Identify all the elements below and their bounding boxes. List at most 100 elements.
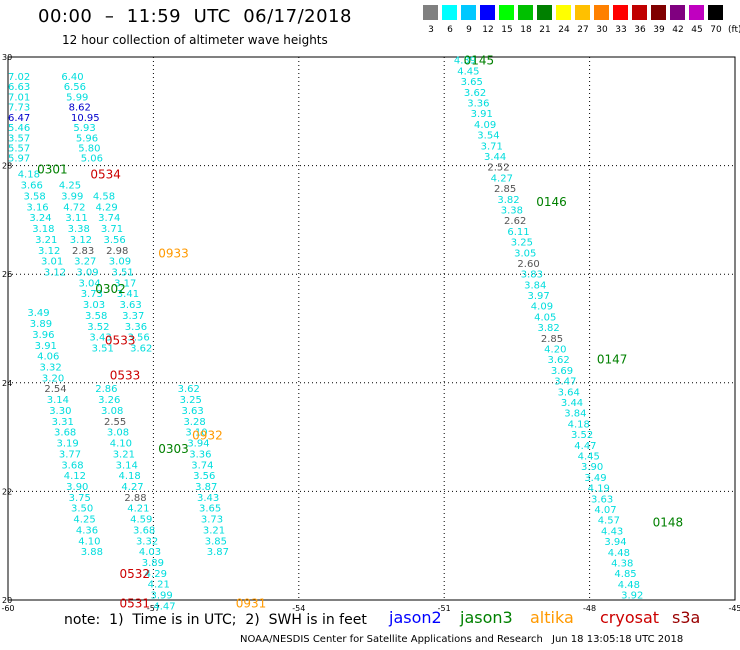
wave-height-value: 5.06 [81,154,103,165]
legend-swatch [708,5,723,20]
wave-height-value: 3.14 [116,460,138,471]
wave-height-value: 7.73 [8,103,30,114]
wave-height-value: 3.43 [197,493,219,504]
wave-height-value: 3.58 [24,191,46,202]
wave-height-value: 4.12 [64,471,86,482]
wave-height-value: 3.09 [76,267,98,278]
wave-height-value: 4.72 [63,202,85,213]
wave-height-value: 3.63 [119,300,141,311]
wave-height-value: 4.10 [110,439,132,450]
wave-height-value: 4.25 [73,515,95,526]
pass-time-label: 0534 [90,168,121,182]
wave-height-value: 3.36 [125,322,147,333]
legend-label: 70 [710,25,722,35]
wave-height-value: 5.57 [8,143,30,154]
wave-height-value: 4.29 [145,569,167,580]
wave-height-value: 3.03 [83,300,105,311]
sat-label-jason2: jason2 [389,608,442,627]
wave-height-value: 3.62 [178,384,200,395]
wave-height-value: 3.77 [59,449,81,460]
pass-time-label: 0533 [105,333,136,347]
wave-height-value: 3.54 [477,131,499,142]
wave-height-value: 3.63 [591,494,613,505]
x-tick-label: -45 [728,604,740,613]
wave-height-value: 8.62 [69,103,91,114]
wave-height-value: 3.73 [81,289,103,300]
wave-height-value: 3.11 [65,213,87,224]
wave-height-value: 4.48 [618,580,640,591]
legend-swatch [575,5,590,20]
wave-height-value: 3.66 [21,181,43,192]
wave-height-value: 3.18 [32,224,54,235]
wave-height-value: 5.93 [73,123,95,134]
wave-height-value: 4.10 [78,536,100,547]
legend-label: 45 [691,25,703,35]
legend-swatch [518,5,533,20]
wave-height-value: 3.96 [32,330,54,341]
wave-height-value: 3.68 [61,460,83,471]
legend-label: 3 [428,25,434,35]
wave-height-value: 3.12 [70,235,92,246]
wave-height-value: 3.84 [564,409,586,420]
wave-height-value: 3.26 [98,395,120,406]
wave-height-value: 3.82 [497,195,519,206]
wave-height-value: 3.58 [85,311,107,322]
sat-label-altika: altika [530,608,574,627]
wave-height-value: 3.85 [205,536,227,547]
wave-height-value: 3.36 [467,99,489,110]
wave-height-value: 3.74 [191,460,213,471]
wave-height-value: 3.56 [127,333,149,344]
wave-height-value: 3.08 [101,406,123,417]
wave-height-value: 3.57 [8,133,30,144]
footnote: note: 1) Time is in UTC; 2) SWH is in fe… [64,612,367,628]
wave-height-value: 3.36 [189,449,211,460]
wave-height-value: 3.43 [89,333,111,344]
legend-label: 12 [482,25,494,35]
legend-swatch [613,5,628,20]
wave-height-value: 3.38 [68,224,90,235]
wave-height-value: 2.85 [541,334,563,345]
x-tick-label: -57 [147,604,160,613]
wave-height-value: 3.25 [511,238,533,249]
wave-height-value: 2.98 [106,246,128,257]
sat-label-jason3: jason3 [460,608,513,627]
legend-label: 24 [558,25,570,35]
wave-height-value: 3.32 [136,536,158,547]
wave-height-value: 3.31 [52,417,74,428]
pass-time-label: 0145 [464,54,495,68]
wave-height-value: 3.97 [527,291,549,302]
wave-height-value: 3.62 [464,88,486,99]
legend-label: 21 [539,25,551,35]
wave-height-value: 5.46 [8,123,30,134]
wave-height-value: 3.47 [554,377,576,388]
wave-height-value: 3.82 [537,323,559,334]
wave-height-value: 4.09 [474,120,496,131]
wave-height-value: 2.55 [104,417,126,428]
wave-height-value: 2.54 [44,384,66,395]
wave-height-value: 3.88 [81,547,103,558]
wave-height-value: 3.87 [207,547,229,558]
wave-height-value: 3.68 [133,525,155,536]
wave-height-value: 3.17 [114,278,136,289]
wave-height-value: 4.85 [614,569,636,580]
wave-height-value: 4.38 [611,558,633,569]
wave-height-value: 4.19 [588,484,610,495]
pass-time-label: 0303 [158,442,189,456]
wave-height-value: 3.19 [56,439,78,450]
wave-height-value: 3.63 [182,406,204,417]
legend-swatch [670,5,685,20]
wave-height-value: 4.18 [18,170,40,181]
legend-label: 18 [520,25,532,35]
wave-height-value: 3.37 [122,311,144,322]
wave-height-value: 4.18 [568,419,590,430]
legend-label: 36 [634,25,646,35]
wave-height-value: 4.07 [594,505,616,516]
wave-height-value: 3.94 [604,537,626,548]
wave-height-value: 3.89 [30,319,52,330]
wave-height-value: 2.60 [517,259,539,270]
wave-height-value: 3.65 [199,504,221,515]
wave-height-value: 3.92 [621,591,643,602]
wave-height-value: 3.68 [54,428,76,439]
wave-height-value: 2.85 [494,184,516,195]
wave-height-value: 3.32 [40,363,62,374]
